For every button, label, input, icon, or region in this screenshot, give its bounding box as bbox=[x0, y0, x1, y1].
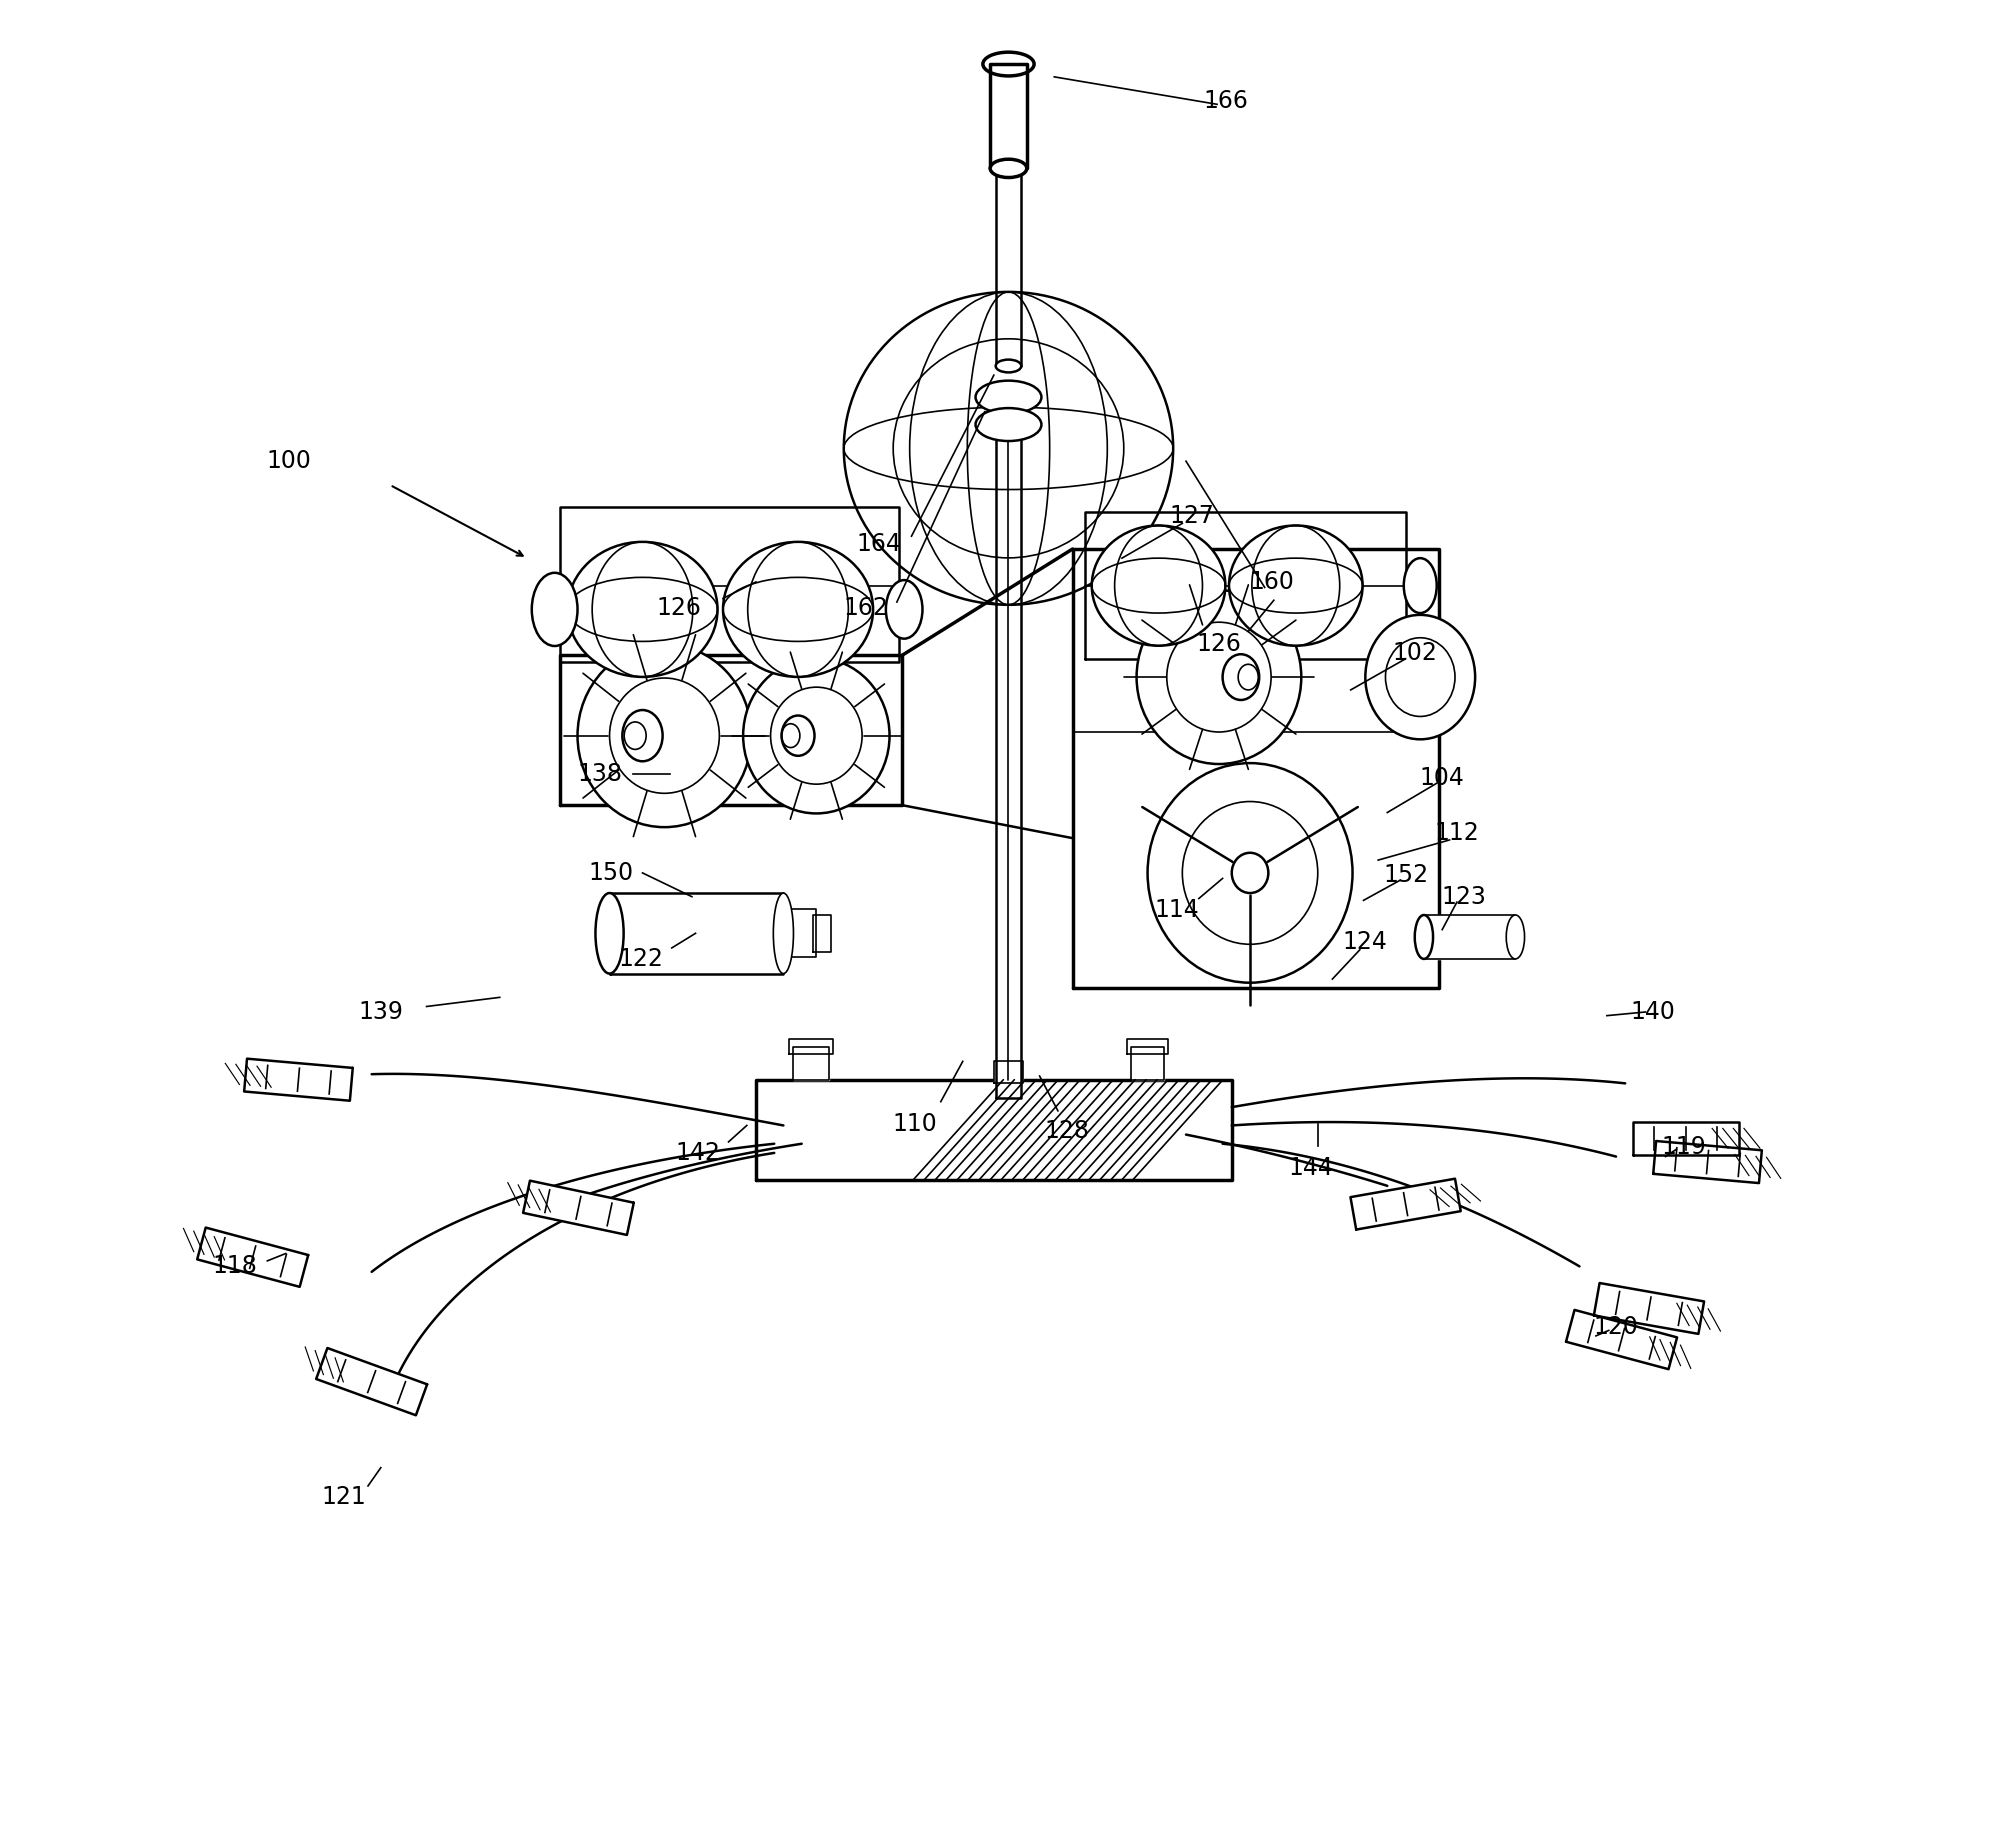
Polygon shape bbox=[1127, 1039, 1167, 1054]
Text: 150: 150 bbox=[589, 860, 634, 886]
Polygon shape bbox=[990, 64, 1027, 168]
Text: 166: 166 bbox=[1203, 88, 1247, 113]
Text: 139: 139 bbox=[359, 999, 403, 1025]
Polygon shape bbox=[994, 168, 1021, 366]
Ellipse shape bbox=[974, 381, 1041, 414]
Ellipse shape bbox=[595, 893, 624, 974]
Polygon shape bbox=[756, 1080, 1231, 1180]
Ellipse shape bbox=[1231, 853, 1267, 893]
Text: 121: 121 bbox=[321, 1484, 367, 1510]
Polygon shape bbox=[1652, 1142, 1760, 1182]
Text: 128: 128 bbox=[1045, 1118, 1089, 1144]
Polygon shape bbox=[1424, 915, 1514, 959]
Text: 123: 123 bbox=[1442, 884, 1486, 910]
Ellipse shape bbox=[990, 159, 1027, 178]
Text: 142: 142 bbox=[674, 1140, 720, 1166]
Ellipse shape bbox=[622, 710, 662, 761]
Ellipse shape bbox=[1506, 915, 1524, 959]
Ellipse shape bbox=[782, 716, 814, 756]
Ellipse shape bbox=[974, 408, 1041, 441]
Ellipse shape bbox=[1365, 615, 1474, 739]
Polygon shape bbox=[792, 1047, 828, 1080]
Ellipse shape bbox=[1414, 915, 1432, 959]
Ellipse shape bbox=[1404, 558, 1436, 613]
Text: 162: 162 bbox=[842, 595, 888, 620]
Text: 102: 102 bbox=[1391, 640, 1436, 666]
Polygon shape bbox=[1594, 1283, 1704, 1334]
Text: 127: 127 bbox=[1169, 503, 1213, 529]
Text: 124: 124 bbox=[1341, 930, 1387, 955]
Text: 120: 120 bbox=[1592, 1314, 1638, 1340]
Text: 126: 126 bbox=[1195, 631, 1241, 657]
Text: 152: 152 bbox=[1381, 862, 1428, 888]
Ellipse shape bbox=[567, 542, 718, 677]
Ellipse shape bbox=[722, 542, 872, 677]
Polygon shape bbox=[1131, 1047, 1163, 1080]
Polygon shape bbox=[812, 915, 830, 952]
Ellipse shape bbox=[1229, 525, 1361, 646]
Ellipse shape bbox=[774, 893, 794, 974]
Polygon shape bbox=[523, 1180, 634, 1235]
Text: 126: 126 bbox=[656, 595, 702, 620]
Polygon shape bbox=[992, 1061, 1023, 1083]
Ellipse shape bbox=[742, 659, 888, 813]
Ellipse shape bbox=[994, 161, 1021, 174]
Ellipse shape bbox=[886, 580, 922, 639]
Text: 119: 119 bbox=[1660, 1135, 1706, 1160]
Polygon shape bbox=[196, 1228, 309, 1286]
Polygon shape bbox=[1632, 1122, 1738, 1155]
Text: 144: 144 bbox=[1287, 1155, 1331, 1180]
Polygon shape bbox=[1566, 1310, 1676, 1369]
Text: 164: 164 bbox=[856, 531, 900, 556]
Polygon shape bbox=[1349, 1179, 1460, 1230]
Ellipse shape bbox=[1147, 763, 1351, 983]
Polygon shape bbox=[1073, 549, 1438, 988]
Text: 122: 122 bbox=[618, 946, 664, 972]
Ellipse shape bbox=[1091, 525, 1225, 646]
Polygon shape bbox=[559, 655, 902, 805]
Polygon shape bbox=[610, 893, 784, 974]
Text: 110: 110 bbox=[892, 1111, 936, 1136]
Ellipse shape bbox=[531, 573, 577, 646]
Polygon shape bbox=[245, 1060, 353, 1100]
Text: 112: 112 bbox=[1434, 820, 1478, 845]
Text: 118: 118 bbox=[213, 1254, 257, 1279]
Polygon shape bbox=[994, 403, 1021, 1098]
Text: 100: 100 bbox=[267, 448, 311, 474]
Text: 160: 160 bbox=[1249, 569, 1293, 595]
Text: 114: 114 bbox=[1155, 897, 1199, 922]
Ellipse shape bbox=[994, 359, 1021, 373]
Text: 138: 138 bbox=[577, 761, 624, 787]
Text: 104: 104 bbox=[1420, 765, 1464, 791]
Polygon shape bbox=[317, 1349, 427, 1415]
Ellipse shape bbox=[982, 51, 1035, 75]
Text: 140: 140 bbox=[1630, 999, 1674, 1025]
Ellipse shape bbox=[577, 644, 752, 827]
Ellipse shape bbox=[1137, 589, 1301, 763]
Ellipse shape bbox=[1221, 653, 1259, 699]
Polygon shape bbox=[788, 1039, 832, 1054]
Polygon shape bbox=[784, 910, 816, 957]
